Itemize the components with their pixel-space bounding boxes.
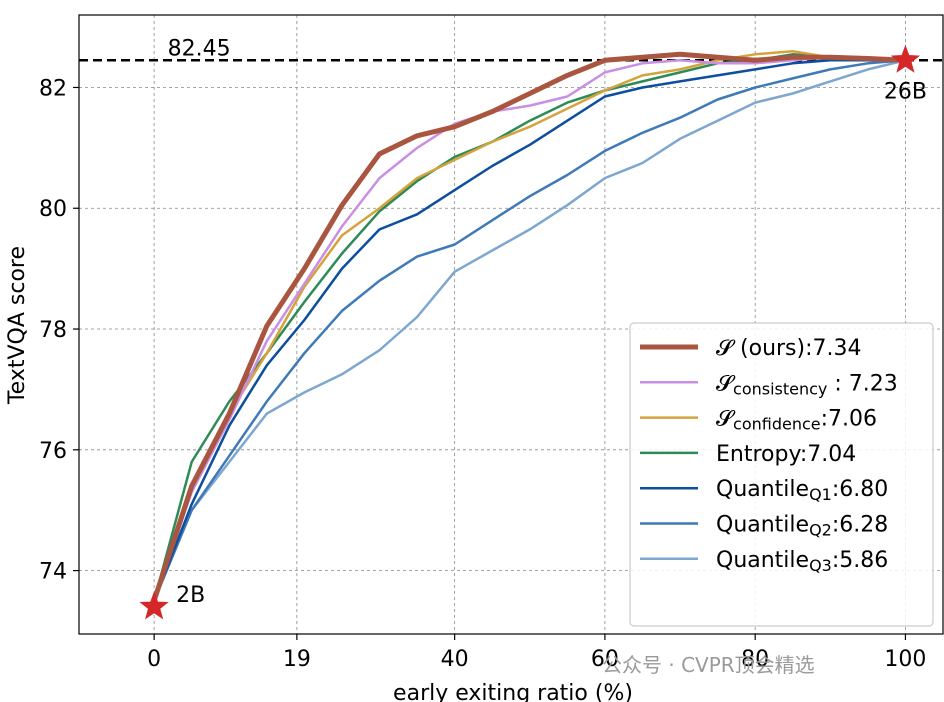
x-tick-label: 19 <box>283 647 311 672</box>
series-line-5 <box>152 59 907 603</box>
series-lines <box>151 49 908 604</box>
series-line-1 <box>151 51 908 604</box>
legend-entry: 𝓢confidence:7.06 <box>716 407 877 434</box>
series-line-6 <box>152 59 907 603</box>
x-tick-label: 100 <box>884 647 926 672</box>
x-axis-label: early exiting ratio (%) <box>393 681 633 702</box>
x-tick-label: 40 <box>441 647 469 672</box>
series-line-2 <box>152 56 907 603</box>
x-tick-label: 60 <box>591 647 619 672</box>
star-marker <box>139 591 169 620</box>
legend-entry: QuantileQ1:6.80 <box>716 477 888 504</box>
y-tick-label: 82 <box>39 76 67 101</box>
reference-line-label: 82.45 <box>168 36 231 61</box>
marker-label: 2B <box>176 583 205 608</box>
legend-entry: QuantileQ3:5.86 <box>716 548 888 575</box>
markers: 2B 26B <box>139 44 927 620</box>
x-tick-label: 80 <box>741 647 769 672</box>
watermark-text: 公众号 · CVPR顶会精选 <box>602 653 815 677</box>
axes: 0 19 40 60 80 100 74 76 78 80 82 <box>39 14 944 672</box>
legend-entry: 𝓢 (ours):7.34 <box>716 336 862 361</box>
star-marker <box>890 44 921 73</box>
y-tick-label: 80 <box>39 197 67 222</box>
legend: 𝓢 (ours):7.34 𝓢consistency : 7.23 𝓢confide… <box>629 322 934 627</box>
series-line-3 <box>152 49 907 603</box>
marker-label: 26B <box>884 79 927 104</box>
series-line-7 <box>152 59 907 603</box>
legend-entry: QuantileQ2:6.28 <box>716 513 888 540</box>
x-tick-label: 0 <box>147 647 161 672</box>
y-axis-label: TextVQA score <box>5 246 30 405</box>
plot-frame <box>78 14 944 635</box>
legend-box <box>629 322 934 627</box>
y-tick-label: 74 <box>39 560 67 585</box>
legend-entry: Entropy:7.04 <box>716 442 856 467</box>
y-tick-label: 76 <box>39 439 67 464</box>
legend-entry: 𝓢consistency : 7.23 <box>716 371 898 398</box>
y-tick-label: 78 <box>39 318 67 343</box>
